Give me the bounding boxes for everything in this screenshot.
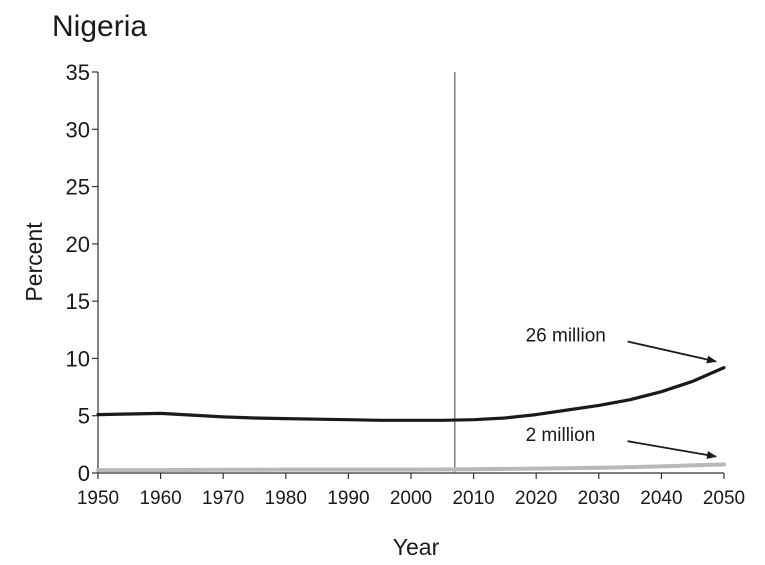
series-line-0	[96, 366, 726, 422]
series-group	[96, 366, 726, 473]
x-tick-label: 1980	[265, 488, 307, 509]
x-axis-label: Year	[393, 534, 440, 560]
y-tick-label: 5	[78, 404, 90, 429]
annotation-arrow-0	[627, 340, 717, 364]
x-tick-label: 1970	[202, 488, 244, 509]
x-tick-label: 1960	[139, 488, 181, 509]
y-tick-label: 0	[78, 461, 90, 486]
y-tick-label: 35	[66, 60, 90, 85]
x-tick-label: 2040	[640, 488, 682, 509]
x-tick-label: 2010	[452, 488, 494, 509]
y-tick-label: 30	[66, 117, 90, 142]
x-tick-label: 2020	[515, 488, 557, 509]
annotation-arrow-1	[627, 440, 717, 459]
x-tick-label: 1950	[77, 488, 119, 509]
y-tick-label: 20	[66, 232, 90, 257]
annotation-label-0: 26 million	[526, 326, 606, 347]
y-tick-label: 10	[66, 346, 90, 371]
x-tick-label: 1990	[327, 488, 369, 509]
annotations: 26 million 2 million	[526, 326, 717, 459]
x-tick-label: 2000	[390, 488, 432, 509]
series-line-1	[96, 462, 726, 473]
x-tick-label: 2030	[578, 488, 620, 509]
annotation-label-1: 2 million	[526, 425, 596, 446]
y-tick-label: 25	[66, 175, 90, 200]
y-axis-label: Percent	[21, 222, 47, 302]
x-tick-label: 2050	[703, 488, 745, 509]
y-tick-label: 15	[66, 289, 90, 314]
axes: 0 5 10 15 20 25 30 35 1950 1960 1970 1980 1990 2000 20…	[66, 60, 746, 509]
chart-title: Nigeria	[52, 10, 147, 43]
